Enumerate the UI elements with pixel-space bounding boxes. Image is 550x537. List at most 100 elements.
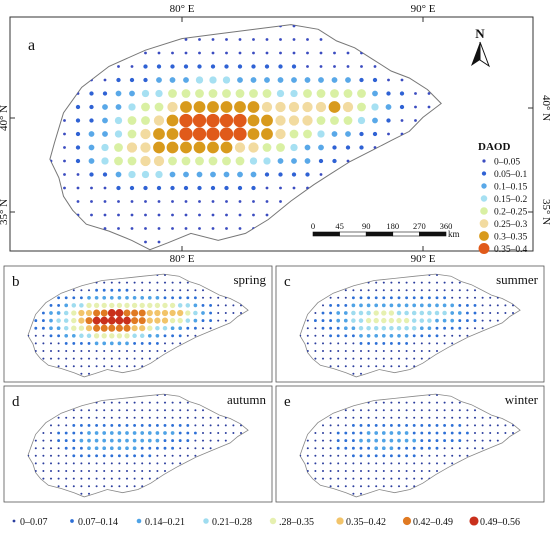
season-daod-dot [72, 350, 75, 352]
daod-dot [219, 127, 234, 141]
season-daod-dot [42, 447, 45, 450]
season-daod-dot [374, 454, 378, 458]
daod-dot [130, 213, 134, 217]
daod-dot [387, 132, 390, 136]
daod-dot [198, 213, 201, 217]
daod-dot [144, 240, 147, 244]
season-daod-dot [94, 446, 99, 451]
season-daod-dot [95, 350, 98, 352]
season-daod-dot [65, 357, 68, 360]
season-daod-dot [396, 317, 402, 324]
season-daod-dot [169, 302, 176, 309]
season-daod-dot [209, 416, 212, 419]
season-daod-dot [434, 310, 440, 316]
season-daod-dot [382, 341, 386, 345]
season-daod-dot [85, 325, 93, 332]
daod-dot [331, 77, 338, 83]
daod-dot [225, 51, 228, 55]
season-daod-dot [108, 324, 116, 332]
season-label-90e: 90° E [411, 253, 436, 265]
season-legend-label: 0.21–0.28 [212, 517, 252, 528]
season-daod-dot [49, 311, 53, 315]
season-daod-dot [382, 357, 385, 360]
daod-dot [210, 185, 216, 191]
legend-label: 0.05–0.1 [494, 170, 528, 180]
north-label: N [475, 26, 485, 41]
season-daod-dot [389, 431, 394, 435]
season-daod-dot [428, 342, 431, 345]
season-daod-dot [465, 311, 469, 315]
daod-dot [198, 200, 201, 203]
season-daod-dot [178, 326, 183, 331]
season-daod-dot [42, 432, 45, 434]
season-daod-dot [126, 357, 128, 360]
daod-dot [103, 186, 107, 190]
daod-dot [318, 144, 324, 151]
season-daod-dot [473, 311, 477, 315]
season-daod-dot [336, 334, 340, 338]
season-daod-dot [367, 446, 371, 450]
season-daod-dot [382, 462, 385, 465]
season-daod-dot [314, 350, 317, 352]
daod-dot [288, 101, 300, 113]
season-daod-dot [95, 485, 98, 488]
season-daod-dot [34, 319, 38, 323]
season-daod-dot [450, 318, 455, 323]
season-daod-dot [352, 342, 355, 345]
season-daod-dot [351, 326, 356, 331]
season-daod-dot [95, 477, 98, 480]
daod-dot [193, 101, 206, 113]
season-daod-dot [164, 470, 166, 472]
season-daod-dot [179, 462, 182, 465]
season-daod-dot [367, 409, 370, 412]
season-daod-dot [360, 477, 362, 480]
season-daod-dot [118, 401, 121, 404]
season-daod-dot [110, 485, 113, 488]
daod-dot [171, 51, 174, 55]
season-daod-dot [359, 446, 363, 450]
season-daod-dot [117, 431, 122, 435]
season-daod-dot [382, 485, 385, 488]
season-daod-dot [186, 326, 190, 330]
season-daod-dot [141, 416, 144, 419]
season-daod-dot [336, 431, 340, 435]
season-daod-dot [390, 350, 393, 352]
season-daod-dot [367, 470, 370, 472]
season-daod-dot [343, 326, 348, 331]
season-daod-dot [466, 334, 469, 337]
season-daod-dot [412, 296, 416, 300]
season-daod-dot [72, 470, 75, 472]
season-daod-dot [118, 416, 121, 419]
season-daod-dot [420, 462, 423, 465]
season-daod-dot [148, 350, 151, 352]
season-region-outline [299, 273, 521, 378]
season-daod-dot [374, 333, 379, 338]
season-daod-dot [458, 334, 461, 337]
daod-dot [143, 64, 148, 69]
season-daod-dot [148, 454, 152, 458]
season-daod-dot [389, 333, 394, 338]
season-daod-dot [398, 470, 400, 472]
season-daod-dot [179, 447, 182, 450]
daod-dot [170, 64, 175, 69]
season-daod-dot [156, 462, 159, 465]
daod-dot [278, 172, 283, 177]
season-daod-dot [382, 401, 385, 404]
season-daod-dot [117, 446, 122, 451]
season-daod-dot [405, 365, 408, 368]
season-daod-dot [148, 423, 152, 427]
season-daod-dot [186, 439, 190, 443]
season-daod-dot [451, 296, 454, 299]
season-daod-dot [179, 281, 182, 284]
season-daod-dot [420, 431, 424, 435]
season-daod-dot [102, 454, 106, 458]
season-daod-dot [481, 319, 484, 322]
season-name-spring: spring [234, 272, 267, 287]
season-daod-dot [404, 431, 409, 435]
season-daod-dot [141, 485, 144, 488]
season-daod-dot [177, 309, 184, 317]
daod-dot [141, 170, 150, 179]
daod-legend: DAOD 0–0.05 0.05–0.1 0.1–0.15 0.15–0.2 0.2–0… [478, 141, 528, 255]
season-daod-dot [398, 365, 400, 368]
season-daod-dot [147, 325, 153, 331]
